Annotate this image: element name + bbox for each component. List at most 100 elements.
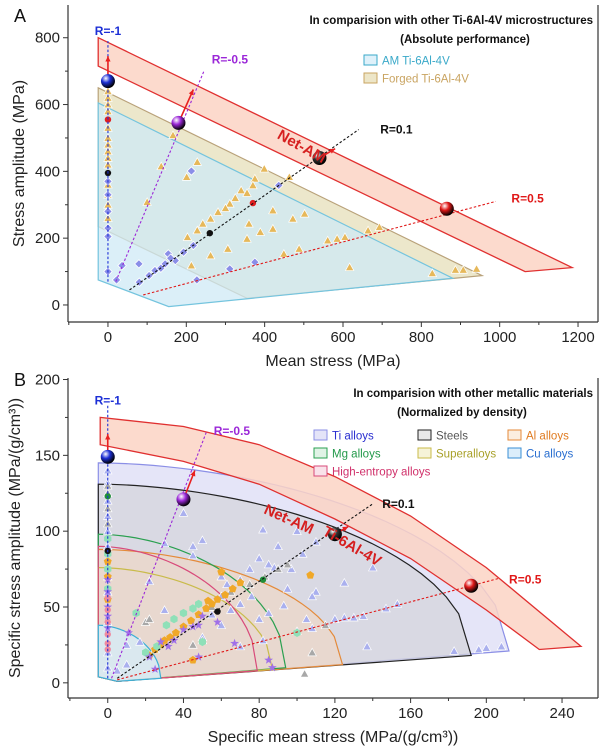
series-forged-ti-6al-4v — [103, 86, 482, 277]
triangle-point — [197, 535, 208, 544]
r-ratio-label: R=-0.5 — [212, 52, 249, 66]
triangle-point — [301, 614, 312, 623]
triangle-point — [181, 172, 192, 181]
pentagon-point — [217, 567, 226, 576]
triangle-point — [473, 644, 484, 654]
region-superalloys — [97, 566, 274, 682]
triangle-point — [159, 538, 170, 548]
plot-area — [97, 416, 583, 682]
triangle-point — [288, 213, 298, 223]
star-point — [230, 638, 239, 648]
triangle-point — [449, 646, 459, 655]
triangle-point — [307, 591, 317, 601]
r-ratio-line — [111, 432, 207, 679]
legend-swatch — [363, 54, 378, 66]
triangle-point — [242, 188, 252, 197]
y-tick-label: 600 — [35, 97, 60, 114]
x-tick-label: 80 — [251, 705, 268, 722]
plot-area — [97, 36, 575, 308]
series-al-alloys — [103, 557, 315, 664]
triangle-point — [311, 586, 321, 596]
triangle-point — [273, 541, 283, 551]
y-axis-label: Specific stress amplitude (MPa/(g/cm³)) — [7, 398, 24, 678]
r-line-1: R=-0.5 — [115, 52, 249, 282]
circle-point — [259, 576, 267, 583]
net-am-data-ball — [327, 527, 342, 542]
y-tick-label: 200 — [35, 372, 60, 389]
legend-item-ti-alloys: Ti alloys — [313, 429, 374, 443]
hexagon-point — [198, 637, 206, 647]
x-tick-label: 120 — [322, 705, 347, 722]
triangle-point — [235, 641, 246, 651]
triangle-point — [188, 550, 198, 560]
pentagon-point — [202, 604, 211, 612]
triangle-point — [332, 233, 342, 243]
hexagon-point — [293, 628, 301, 637]
triangle-point — [159, 605, 170, 614]
triangle-point — [344, 262, 355, 271]
triangle-point — [363, 225, 373, 235]
triangle-point — [496, 641, 507, 651]
triangle-point — [188, 541, 198, 551]
legend-label: Forged Ti-6Al-4V — [382, 74, 469, 86]
triangle-point — [223, 243, 233, 253]
triangle-point — [263, 559, 274, 569]
legend-item-superalloys: Superalloys — [417, 447, 496, 461]
r-ratio-line — [117, 577, 500, 681]
legend-swatch — [313, 447, 328, 459]
triangle-point — [225, 605, 236, 614]
triangle-point — [178, 508, 189, 517]
triangle-point — [168, 130, 178, 139]
r-ratio-label: R=0.1 — [380, 123, 413, 137]
triangle-point — [250, 173, 260, 183]
triangle-point — [299, 208, 310, 218]
improvement-arrow-head — [329, 148, 336, 154]
y-tick-label: 150 — [35, 447, 60, 464]
y-tick-label: 0 — [52, 675, 60, 692]
r-ratio-label: R=0.1 — [382, 497, 415, 511]
triangle-point — [216, 571, 227, 581]
r-ratio-label: R=0.5 — [511, 192, 544, 206]
circle-point — [104, 631, 111, 638]
triangle-point — [224, 198, 235, 208]
triangle-point — [248, 180, 258, 190]
triangle-point — [259, 163, 270, 173]
legend-title: In comparision with other metallic mater… — [353, 388, 593, 400]
star-point — [156, 637, 166, 646]
triangle-point — [254, 614, 264, 623]
net-am-data-ball — [464, 578, 479, 593]
x-tick-label: 1200 — [561, 329, 594, 346]
triangle-point — [205, 213, 216, 223]
x-tick-label: 0 — [104, 705, 112, 722]
triangle-point — [255, 227, 266, 236]
triangle-point — [192, 157, 203, 166]
legend: AM Ti-6Al-4V Forged Ti-6Al-4V — [363, 54, 469, 86]
triangle-point — [307, 647, 317, 657]
hexagon-point — [195, 599, 203, 609]
triangle-point — [282, 583, 293, 593]
r-line-2: R=0.1 — [129, 123, 413, 291]
improvement-arrow-head — [105, 56, 111, 62]
triangle-point — [188, 639, 198, 649]
triangle-point — [244, 579, 255, 588]
legend-label: Ti alloys — [332, 431, 374, 443]
net-am-data-ball — [100, 74, 115, 89]
net-am-band — [99, 416, 583, 651]
triangle-point — [244, 564, 255, 573]
star-point — [198, 611, 207, 620]
region-high-entropy-alloys — [97, 545, 259, 682]
triangle-point — [450, 264, 461, 274]
pentagon-point — [204, 596, 213, 605]
triangle-point — [392, 599, 403, 608]
series-steels — [102, 480, 331, 678]
legend-swatch — [417, 447, 432, 459]
x-tick-label: 800 — [409, 329, 434, 346]
triangle-point — [246, 591, 257, 601]
region-cu-alloys — [97, 624, 162, 682]
triangle-point — [339, 612, 350, 622]
x-tick-label: 200 — [174, 329, 199, 346]
legend-swatch — [507, 447, 522, 459]
triangle-point — [112, 665, 123, 675]
triangle-point — [362, 641, 372, 651]
hexagon-point — [179, 608, 188, 618]
